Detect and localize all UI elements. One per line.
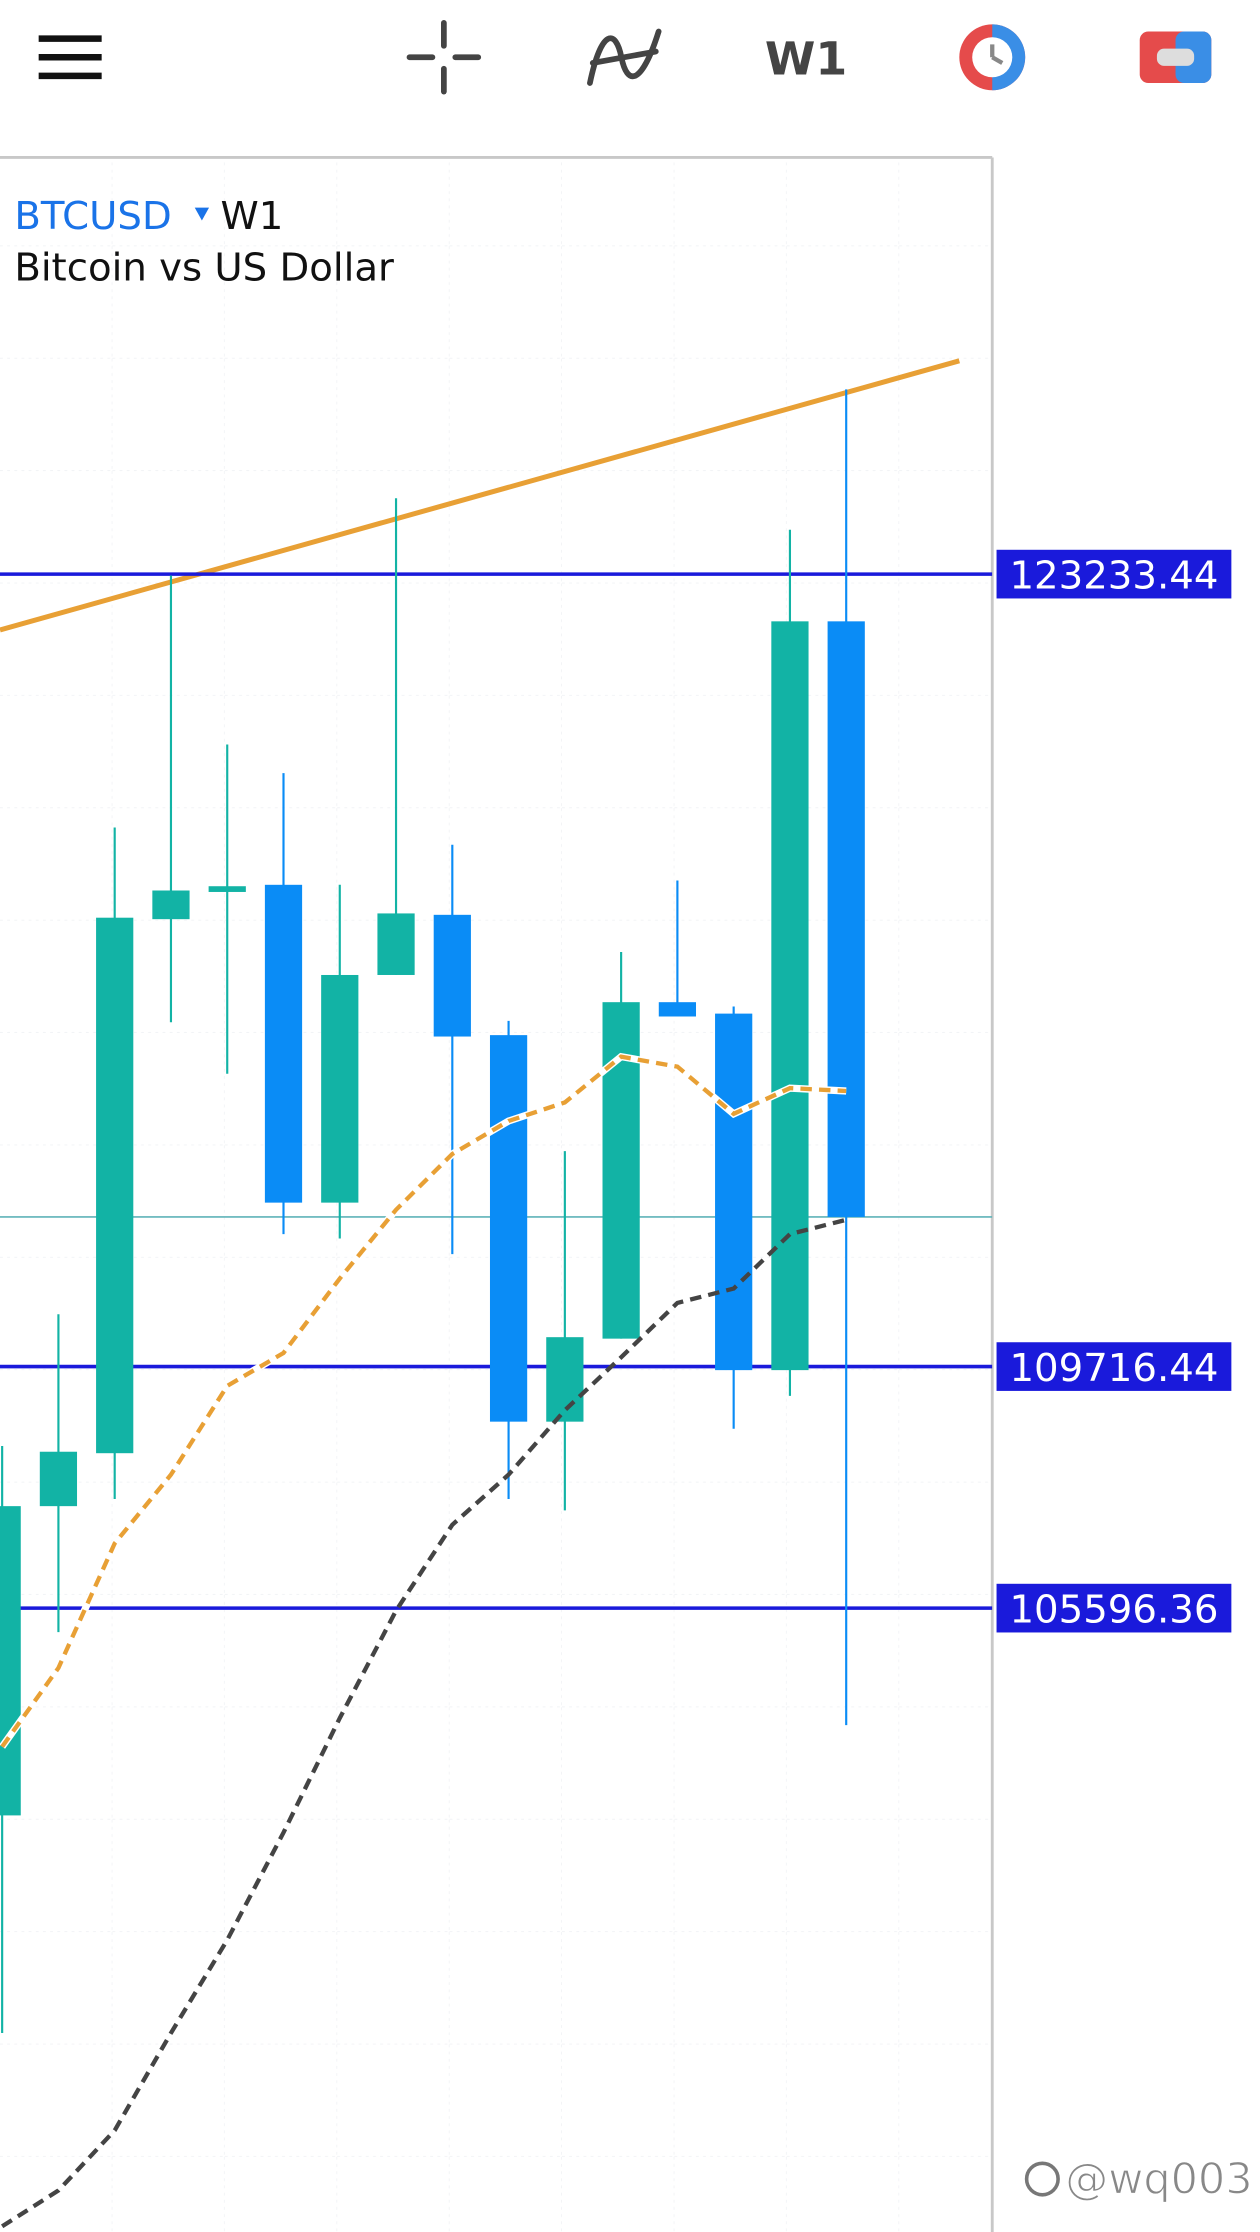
timeframe-button[interactable]: W1 — [765, 31, 847, 85]
trendline — [0, 358, 960, 633]
symbol-description: Bitcoin vs US Dollar — [14, 246, 394, 291]
candle-body — [377, 913, 415, 975]
trade-button[interactable] — [1139, 31, 1212, 84]
clock-button[interactable] — [959, 24, 1026, 91]
candle-body — [827, 621, 865, 1217]
menu-button[interactable] — [38, 35, 102, 80]
candle-body — [546, 1337, 584, 1422]
candle-body — [264, 884, 303, 1203]
candle-body — [602, 1002, 640, 1339]
symbol[interactable]: BTCUSD — [14, 194, 171, 239]
price-level-tag — [996, 1583, 1232, 1633]
symbol-dropdown[interactable] — [194, 207, 210, 221]
candle-body — [771, 621, 809, 1371]
candle-body — [208, 886, 246, 892]
price-level-label: 109716.44 — [1009, 1346, 1218, 1391]
candle-body — [96, 917, 134, 1454]
toolbar: W1 — [38, 20, 1212, 95]
watermark: @wq003 — [1024, 2154, 1253, 2205]
candle-body — [715, 1013, 753, 1371]
price-level-tag — [996, 549, 1232, 599]
candle-body — [489, 1035, 528, 1422]
indicators-button[interactable] — [587, 28, 662, 86]
price-axis: 123233.44 109716.44 105596.36 — [996, 549, 1232, 1633]
candle-body — [152, 890, 190, 920]
watermark-text: @wq003 — [1065, 2154, 1252, 2204]
price-level-label: 105596.36 — [1009, 1587, 1218, 1632]
candle-body — [433, 914, 471, 1037]
price-level-label: 123233.44 — [1009, 553, 1218, 598]
candle-body — [658, 1002, 697, 1017]
plot — [0, 358, 993, 2229]
moving-average — [0, 1217, 847, 2229]
chart-timeframe: W1 — [221, 194, 284, 239]
candle-body — [321, 974, 359, 1203]
moving-average — [0, 1054, 847, 1748]
candle-body — [39, 1451, 78, 1507]
crosshair-button[interactable] — [406, 20, 482, 95]
candle-body — [0, 1506, 21, 1816]
price-level-tag — [996, 1342, 1232, 1391]
